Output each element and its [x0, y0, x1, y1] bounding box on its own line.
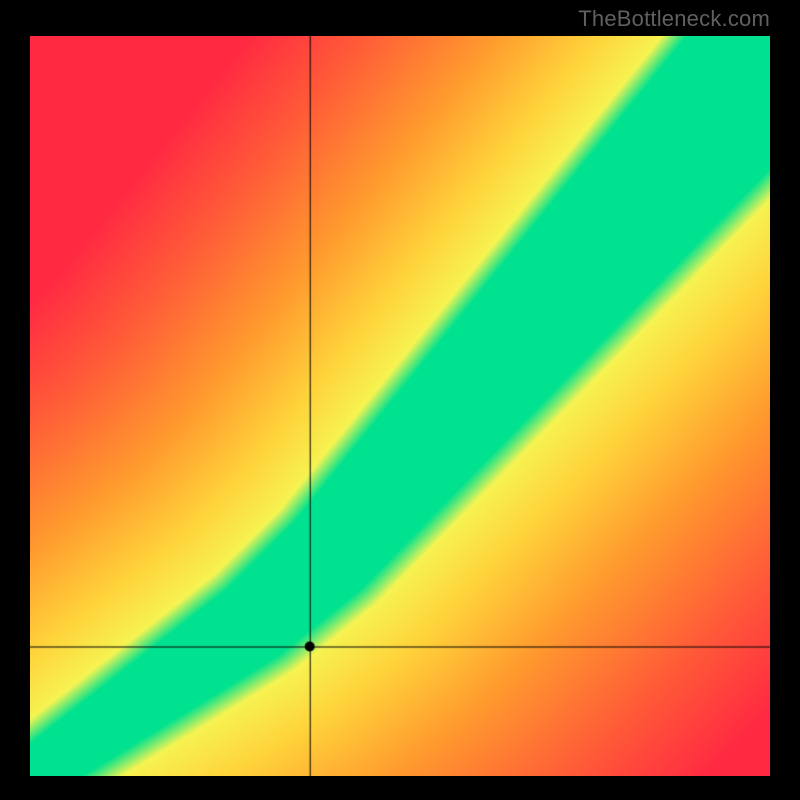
plot-area — [30, 36, 770, 776]
chart-container: TheBottleneck.com — [0, 0, 800, 800]
watermark-text: TheBottleneck.com — [578, 6, 770, 32]
heatmap-canvas — [30, 36, 770, 776]
